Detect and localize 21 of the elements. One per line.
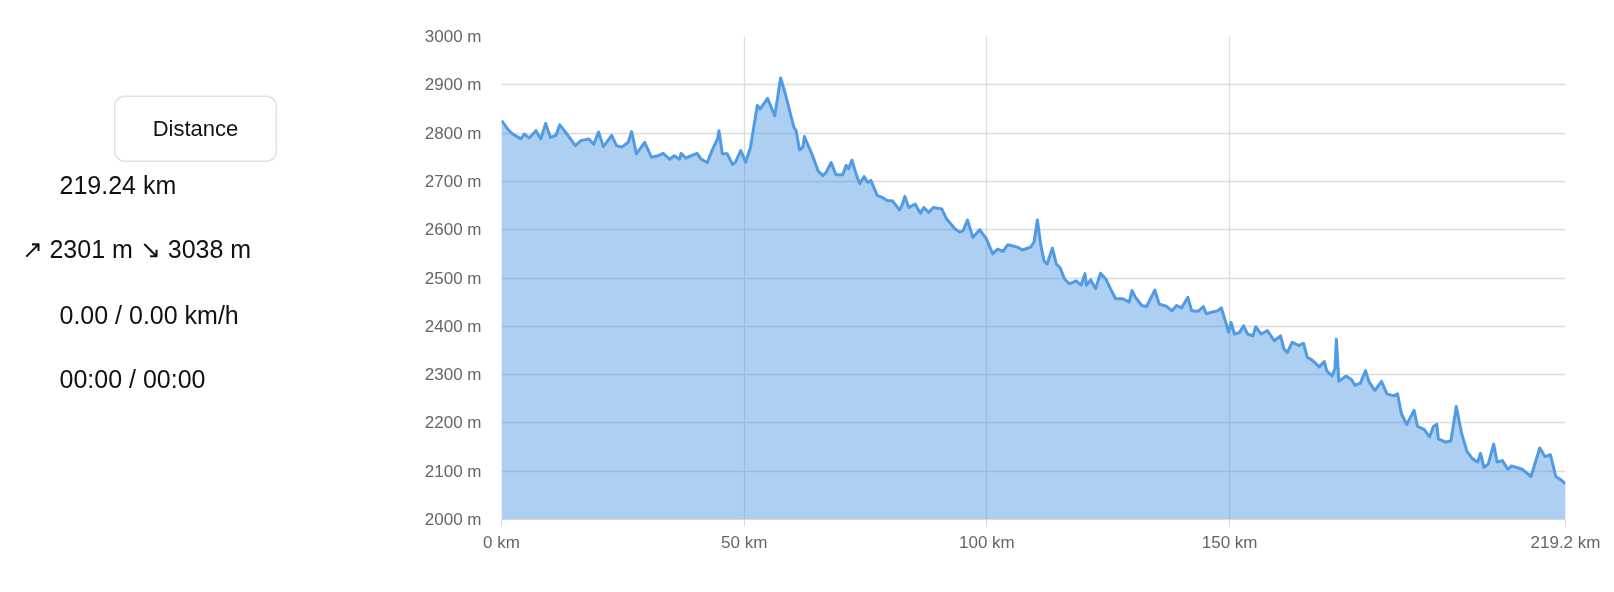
y-tick-label: 2300 m [424,365,482,385]
y-tick-label: 2800 m [424,123,482,143]
text: 219.24 km [59,170,177,199]
y-tick-label: 2500 m [424,268,482,288]
y-tick-label: 2200 m [424,413,482,433]
y-tick-label: 2100 m [424,461,482,481]
text: 0.00 / 0.00 km/h [59,300,239,329]
x-tick-label: 150 km [1201,532,1258,552]
y-tick-label: 2600 m [424,220,482,240]
y-tick-label: 2400 m [424,316,482,336]
text: ↗ 2301 m ↘ 3038 m [21,235,252,264]
y-tick-label: 2900 m [424,75,482,95]
y-tick-label: 3000 m [424,27,482,46]
x-tick-label: 219.2 km [1530,532,1601,552]
y-tick-label: 2700 m [424,171,482,191]
x-tick-label: 0 km [483,532,520,552]
x-tick-label: 50 km [721,532,768,552]
text: 00:00 / 00:00 [59,365,206,394]
x-tick-label: 100 km [959,532,1015,552]
y-tick-label: 2000 m [424,510,482,529]
text: Distance [152,116,239,142]
